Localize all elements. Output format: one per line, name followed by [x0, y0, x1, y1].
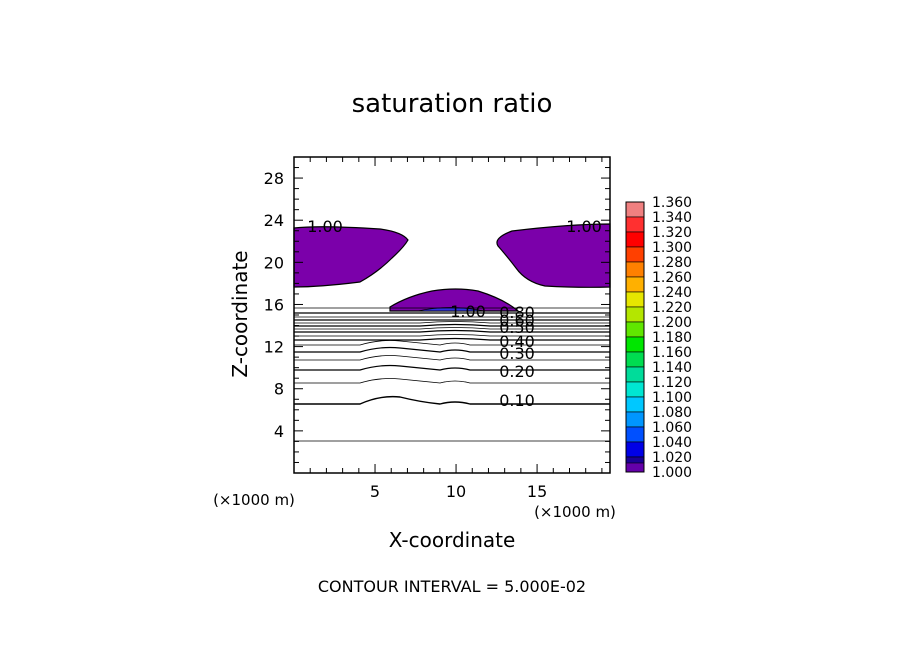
y-tick-label: 8: [274, 380, 284, 399]
x-tick-label: 5: [370, 482, 380, 501]
colorbar-level-label: 1.120: [652, 375, 692, 391]
x-axis-label: X-coordinate: [389, 528, 516, 552]
colorbar-level-label: 1.320: [652, 225, 692, 241]
contour-line: [294, 321, 610, 324]
colorbar-frame: [625, 201, 645, 473]
y-tick-label: 24: [264, 211, 284, 230]
colorbar-swatch: [625, 291, 645, 308]
colorbar-swatch: [625, 366, 645, 383]
x-unit-label-left: (×1000 m): [213, 491, 295, 509]
colorbar-swatch: [625, 201, 645, 218]
colorbar-swatch: [625, 381, 645, 398]
filled-region-core: [417, 307, 485, 312]
colorbar-level-label: 1.200: [652, 315, 692, 331]
y-axis-label: Z-coordinate: [228, 250, 252, 377]
contour-interval-label: CONTOUR INTERVAL = 5.000E-02: [318, 577, 586, 596]
colorbar-level-label: 1.260: [652, 270, 692, 286]
contour-line: [294, 323, 610, 327]
contour-line: [294, 334, 610, 337]
contour-line: [294, 355, 610, 361]
colorbar-level-label: 1.280: [652, 255, 692, 271]
colorbar-level-label: 1.020: [652, 450, 692, 466]
contour-line: [294, 329, 610, 333]
plot-area: 1.00 1.00 1.00 0.800.600.500.400.300.20 0.10…: [264, 156, 611, 501]
x-tick-label: 15: [527, 482, 547, 501]
contour-label: 1.00: [566, 217, 602, 236]
colorbar-level-label: 1.220: [652, 300, 692, 316]
colorbar-swatch: [625, 216, 645, 233]
contour-label: 1.00: [450, 302, 486, 321]
x-tick-label: 10: [446, 482, 466, 501]
colorbar: 1.3601.3401.3201.3001.2801.2601.2401.220…: [625, 195, 692, 481]
colorbar-swatch: [625, 351, 645, 368]
contour-line: [294, 395, 610, 405]
y-tick-label: 28: [264, 169, 284, 188]
colorbar-swatch: [625, 276, 645, 293]
y-tick-label: 12: [264, 338, 284, 357]
contour-label: 0.30: [499, 344, 535, 363]
colorbar-swatch: [625, 441, 645, 458]
contour-label: 1.00: [307, 217, 343, 236]
colorbar-swatch: [625, 261, 645, 278]
colorbar-level-label: 1.180: [652, 330, 692, 346]
filled-region-left-upper-cell: [293, 226, 409, 288]
colorbar-level-label: 1.080: [652, 405, 692, 421]
filled-region-central-cell: [389, 288, 520, 312]
colorbar-level-label: 1.300: [652, 240, 692, 256]
colorbar-level-label: 1.060: [652, 420, 692, 436]
chart-title: saturation ratio: [352, 89, 553, 119]
colorbar-swatch: [625, 426, 645, 443]
colorbar-level-label: 1.340: [652, 210, 692, 226]
contour-line: [294, 378, 610, 384]
contour-line: [294, 346, 610, 353]
filled-region-right-upper-cell: [496, 223, 611, 288]
contour-label: 0.20: [499, 362, 535, 381]
contour-label: 0.40: [499, 332, 535, 351]
colorbar-swatch: [625, 411, 645, 428]
colorbar-swatch: [625, 321, 645, 338]
colorbar-swatch: [625, 231, 645, 248]
contour-line: [294, 340, 610, 346]
colorbar-swatch: [625, 336, 645, 353]
colorbar-level-label: 1.160: [652, 345, 692, 361]
colorbar-level-label: 1.240: [652, 285, 692, 301]
colorbar-swatch: [625, 396, 645, 413]
contour-label: 0.60: [499, 311, 535, 330]
y-tick-label: 16: [264, 295, 284, 314]
colorbar-swatch: [625, 462, 645, 473]
contour-line: [294, 337, 610, 341]
colorbar-level-label: 1.360: [652, 195, 692, 211]
contour-line: [294, 364, 610, 371]
contour-label: 0.80: [499, 303, 535, 322]
colorbar-swatch: [625, 246, 645, 263]
colorbar-swatch: [625, 306, 645, 323]
colorbar-level-label: 1.140: [652, 360, 692, 376]
x-unit-label-right: (×1000 m): [534, 503, 616, 521]
contour-label: 0.50: [499, 318, 535, 337]
y-tick-label: 20: [264, 253, 284, 272]
colorbar-level-label: 1.000: [652, 465, 692, 481]
colorbar-level-label: 1.100: [652, 390, 692, 406]
y-tick-label: 4: [274, 422, 284, 441]
colorbar-level-label: 1.040: [652, 435, 692, 451]
contour-line: [294, 327, 610, 330]
contour-label: 0.10: [499, 391, 535, 410]
